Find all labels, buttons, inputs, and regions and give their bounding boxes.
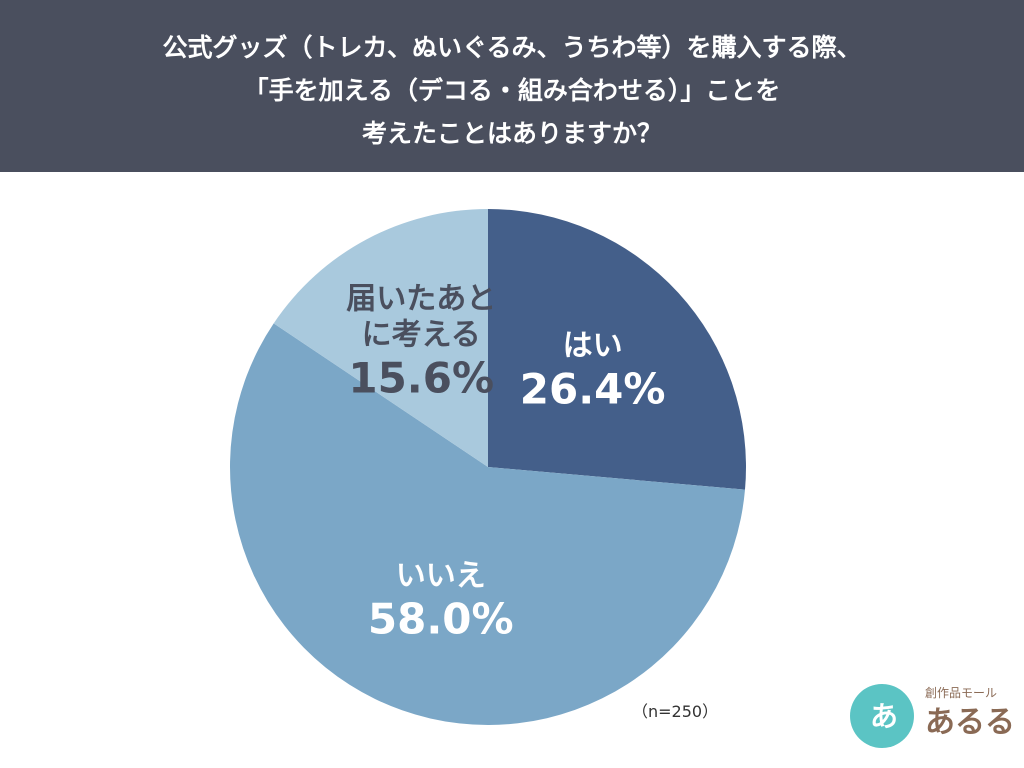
logo-circle [850,684,914,748]
sample-note: （n=250） [632,702,719,721]
logo: あ 創作品モール あるる [850,684,1015,748]
pie-slice [273,209,488,467]
logo-tagline: 創作品モール [925,686,997,700]
logo-mark: あ [870,700,898,733]
value-label: 15.6% [348,353,495,403]
category-label: 届いたあとに考える [346,281,497,353]
slice-label: 届いたあとに考える 15.6% [346,281,496,402]
category-label: いいえ [395,558,486,594]
header [0,0,1024,172]
chart-title: 考えたことはありますか？ [361,119,662,148]
logo-name: あるる [925,705,1015,740]
slice-label: いいえ 58.0% [366,558,516,643]
pie-slice [229,323,746,726]
category-label: はい [562,328,623,364]
chart-title: 公式グッズ（トレカ、ぬいぐるみ、うちわ等）を購入する際、 [162,33,862,62]
value-label: 58.0% [367,594,514,644]
pie-slice [488,209,746,490]
value-label: 26.4% [519,364,666,414]
chart-title: 「手を加える（デコる・組み合わせる）」ことを [243,76,781,105]
slice-label: はい 26.4% [518,329,668,414]
